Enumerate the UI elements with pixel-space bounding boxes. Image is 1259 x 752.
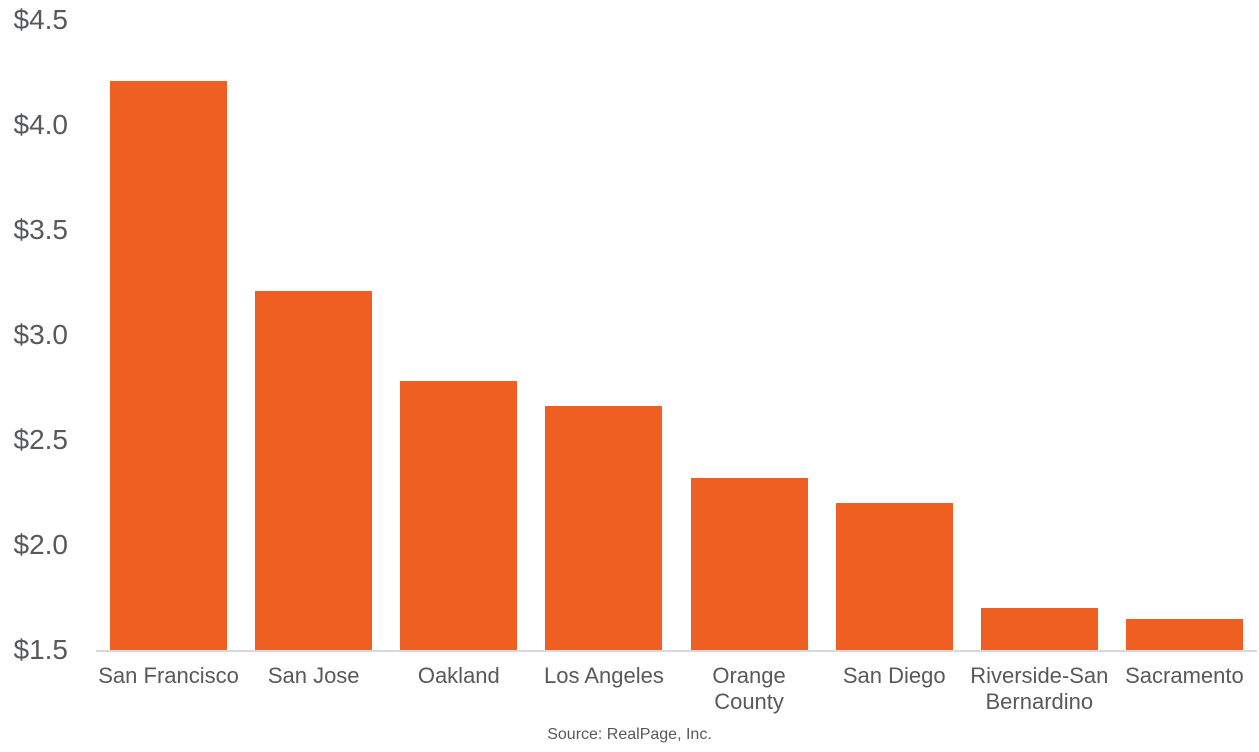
x-tick-label: Orange County (712, 663, 786, 714)
y-tick-label: $1.5 (13, 634, 69, 665)
bar-los-angeles (545, 406, 663, 650)
bar-orange-county (690, 477, 808, 650)
y-tick-label: $4.0 (13, 109, 69, 140)
x-tick-label: Sacramento (1125, 663, 1244, 688)
y-tick-label: $4.5 (13, 4, 69, 35)
x-axis: San Francisco San Jose Oakland Los Angeles O… (0, 663, 1259, 729)
y-tick-label: $3.5 (13, 214, 69, 245)
x-axis-baseline (96, 650, 1257, 652)
bar-san-jose (255, 290, 373, 650)
x-tick-label: Riverside-San Bernardino (970, 663, 1109, 714)
bar-riverside-san-bernardino (980, 608, 1098, 650)
y-tick-label: $3.0 (13, 319, 69, 350)
y-tick-label: $2.0 (13, 529, 69, 560)
plot-area (96, 0, 1257, 651)
x-tick-label: San Jose (267, 663, 360, 688)
x-tick-label: Oakland (417, 663, 500, 688)
bar-oakland (400, 381, 518, 650)
source-note: Source: RealPage, Inc. (547, 726, 712, 743)
x-tick-label: San Diego (842, 663, 946, 688)
bar-san-diego (835, 503, 953, 650)
y-axis: $1.5 $2.0 $2.5 $3.0 $3.5 $4.0 $4.5 (0, 0, 70, 665)
x-tick-label: Los Angeles (544, 663, 664, 688)
x-tick-label: San Francisco (98, 663, 239, 688)
y-tick-label: $2.5 (13, 424, 69, 455)
bar-sacramento (1125, 618, 1243, 650)
bar-san-francisco (110, 80, 228, 650)
